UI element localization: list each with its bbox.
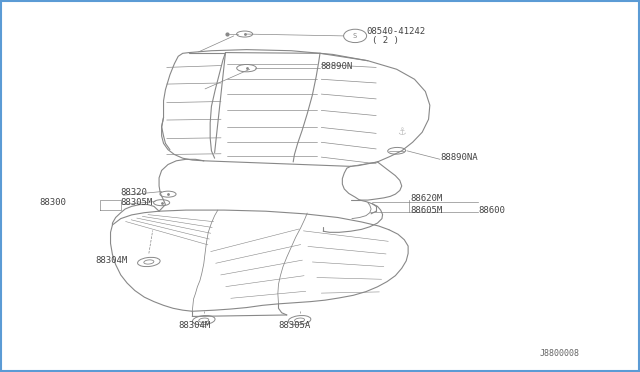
Text: 88305A: 88305A bbox=[278, 321, 311, 330]
Text: 88620M: 88620M bbox=[411, 194, 443, 203]
Text: 08540-41242: 08540-41242 bbox=[366, 27, 425, 36]
Text: ( 2 ): ( 2 ) bbox=[372, 36, 399, 45]
Text: 88304M: 88304M bbox=[95, 256, 127, 265]
Text: 88890N: 88890N bbox=[320, 62, 352, 71]
Text: 88605M: 88605M bbox=[411, 206, 443, 215]
Text: 88305M: 88305M bbox=[121, 198, 153, 207]
Text: 88600: 88600 bbox=[478, 206, 505, 215]
Text: 88304M: 88304M bbox=[178, 321, 211, 330]
Text: S: S bbox=[353, 33, 357, 39]
Text: 88320: 88320 bbox=[121, 188, 148, 197]
Text: 88300: 88300 bbox=[39, 198, 66, 207]
Text: 88890NA: 88890NA bbox=[440, 153, 477, 162]
Text: J8800008: J8800008 bbox=[540, 349, 579, 359]
Text: ⚓: ⚓ bbox=[397, 127, 406, 137]
